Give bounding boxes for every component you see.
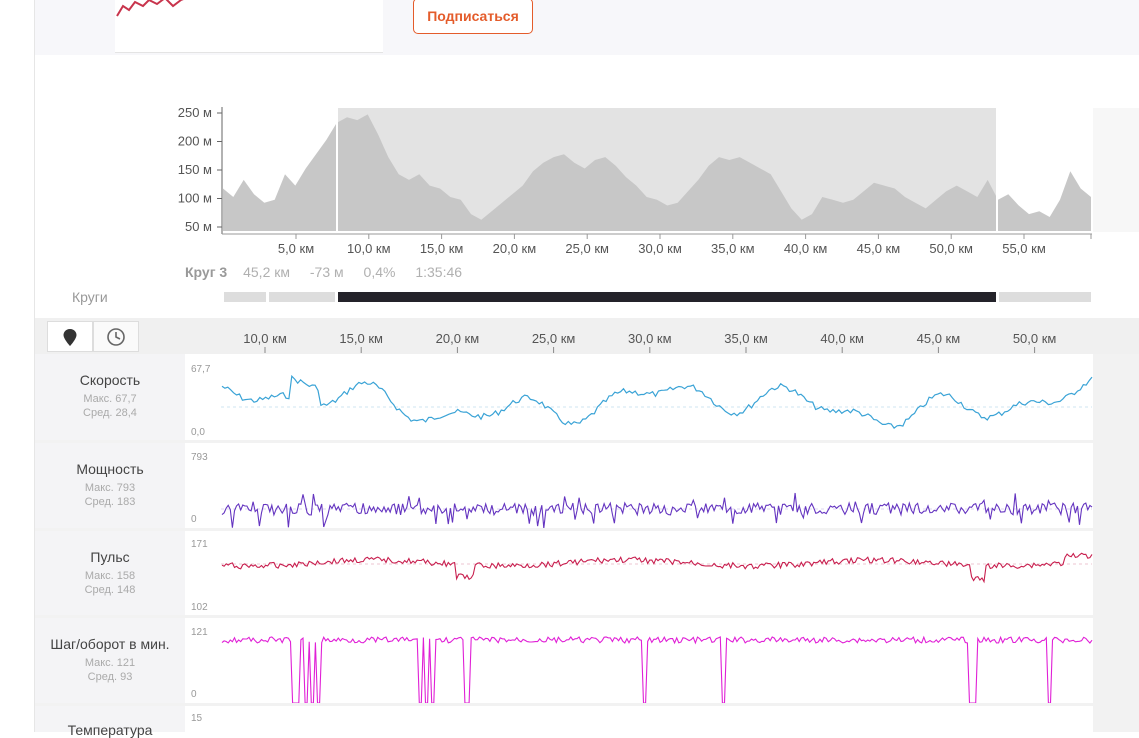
cadence-row-label: Шаг/оборот в мин. Макс. 121 Сред. 93 — [35, 618, 185, 703]
streams-distance-axis: 10,0 км 15,0 км 20,0 км 25,0 км 30,0 км 35,0 … — [243, 331, 1057, 353]
cadence-max: Макс. 121 — [84, 657, 136, 669]
elevation-x-tick: 20,0 км — [493, 241, 537, 256]
lap-grade: 0,4% — [363, 264, 396, 280]
elevation-x-tick: 40,0 км — [784, 241, 828, 256]
lap-bar-1[interactable] — [224, 292, 266, 302]
speed-chart[interactable] — [185, 354, 1093, 440]
elevation-x-tick: 15,0 км — [420, 241, 464, 256]
streams-x-tick: 50,0 км — [1013, 331, 1057, 346]
distance-mode-button[interactable] — [47, 321, 93, 352]
streams-x-tick: 15,0 км — [339, 331, 383, 346]
follow-button[interactable]: Подписаться — [413, 0, 533, 34]
cadence-ymin: 0 — [191, 689, 197, 700]
lap-time: 1:35:46 — [415, 264, 463, 280]
lap-bar-2[interactable] — [269, 292, 335, 302]
row-separator — [35, 528, 1139, 531]
power-row-label: Мощность Макс. 793 Сред. 183 — [35, 443, 185, 528]
hr-row-label: Пульс Макс. 158 Сред. 148 — [35, 531, 185, 615]
cadence-avg: Сред. 93 — [87, 671, 133, 683]
hr-ymin: 102 — [191, 602, 208, 613]
elevation-x-tick: 55,0 км — [1002, 241, 1046, 256]
speed-max: Макс. 67,7 — [83, 393, 137, 405]
streams-x-tick: 30,0 км — [628, 331, 672, 346]
left-divider — [34, 0, 35, 732]
elevation-right-panel — [1093, 108, 1139, 232]
speed-title: Скорость — [79, 372, 141, 388]
cadence-chart[interactable] — [185, 618, 1093, 703]
streams-x-tick: 45,0 км — [917, 331, 961, 346]
speed-right-panel — [1093, 354, 1139, 440]
elevation-x-tick: 45,0 км — [857, 241, 901, 256]
hr-title: Пульс — [90, 549, 130, 565]
elevation-x-tick: 35,0 км — [711, 241, 755, 256]
temperature-right-panel — [1093, 706, 1139, 732]
row-separator — [35, 440, 1139, 443]
power-ymin: 0 — [191, 514, 197, 525]
laps-label: Круги — [72, 289, 108, 305]
lap-distance: 45,2 км — [243, 264, 290, 280]
lap-bar-3[interactable] — [338, 292, 996, 302]
time-mode-button[interactable] — [93, 321, 139, 352]
elevation-y-tick: 250 м — [178, 105, 212, 120]
cadence-series — [221, 635, 1093, 703]
speed-series — [221, 374, 1093, 429]
activity-thumbnail[interactable] — [115, 0, 383, 53]
hr-ymax: 171 — [191, 539, 208, 550]
speed-row-label: Скорость Макс. 67,7 Сред. 28,4 — [35, 354, 185, 440]
power-avg: Сред. 183 — [84, 496, 136, 508]
power-ymax: 793 — [191, 452, 208, 463]
elevation-x-tick: 30,0 км — [638, 241, 682, 256]
elevation-x-tick: 50,0 км — [929, 241, 973, 256]
power-right-panel — [1093, 443, 1139, 528]
hr-series — [221, 552, 1093, 584]
lap-bar-4[interactable] — [999, 292, 1091, 302]
hr-max: Макс. 158 — [84, 570, 136, 582]
streams-x-tick: 40,0 км — [820, 331, 864, 346]
streams-x-tick: 10,0 км — [243, 331, 287, 346]
hr-right-panel — [1093, 531, 1139, 615]
elevation-y-tick: 50 м — [185, 219, 212, 234]
hr-chart[interactable] — [185, 531, 1093, 615]
streams-x-tick: 20,0 км — [436, 331, 480, 346]
temperature-title: Температура — [67, 722, 153, 738]
row-separator — [35, 615, 1139, 618]
streams-x-tick: 25,0 км — [532, 331, 576, 346]
elevation-y-tick: 100 м — [178, 191, 212, 206]
power-chart[interactable] — [185, 443, 1093, 528]
speed-ymin: 0,0 — [191, 427, 205, 438]
temperature-row-label: Температура — [35, 706, 185, 738]
power-series — [221, 492, 1093, 528]
elevation-x-tick: 5,0 км — [278, 241, 314, 256]
cadence-ymax: 121 — [191, 627, 208, 638]
cadence-title: Шаг/оборот в мин. — [50, 636, 170, 652]
lap-name: Круг 3 — [185, 264, 228, 280]
clock-icon — [107, 328, 125, 346]
row-separator — [35, 703, 1139, 706]
streams-x-tick: 35,0 км — [724, 331, 768, 346]
speed-avg: Сред. 28,4 — [83, 407, 137, 419]
thumbnail-chart — [116, 0, 184, 17]
elevation-x-tick: 25,0 км — [565, 241, 609, 256]
elevation-x-tick: 10,0 км — [347, 241, 391, 256]
temperature-ymax: 15 — [191, 713, 203, 724]
lap-summary: Круг 3 45,2 км -73 м 0,4% 1:35:46 — [185, 264, 478, 280]
map-pin-icon — [63, 329, 77, 346]
streams-header — [35, 318, 1139, 354]
elevation-profile — [223, 114, 1091, 231]
elevation-y-tick: 200 м — [178, 134, 212, 149]
power-title: Мощность — [76, 461, 144, 477]
cadence-right-panel — [1093, 618, 1139, 703]
hr-avg: Сред. 148 — [84, 584, 136, 596]
power-max: Макс. 793 — [84, 482, 136, 494]
elevation-y-tick: 150 м — [178, 162, 212, 177]
speed-ymax: 67,7 — [191, 364, 211, 375]
elevation-chart[interactable]: 250 м 200 м 150 м 100 м 50 м 5,0 км 10,0 км 15… — [0, 95, 1139, 265]
lap-elevation: -73 м — [309, 264, 344, 280]
